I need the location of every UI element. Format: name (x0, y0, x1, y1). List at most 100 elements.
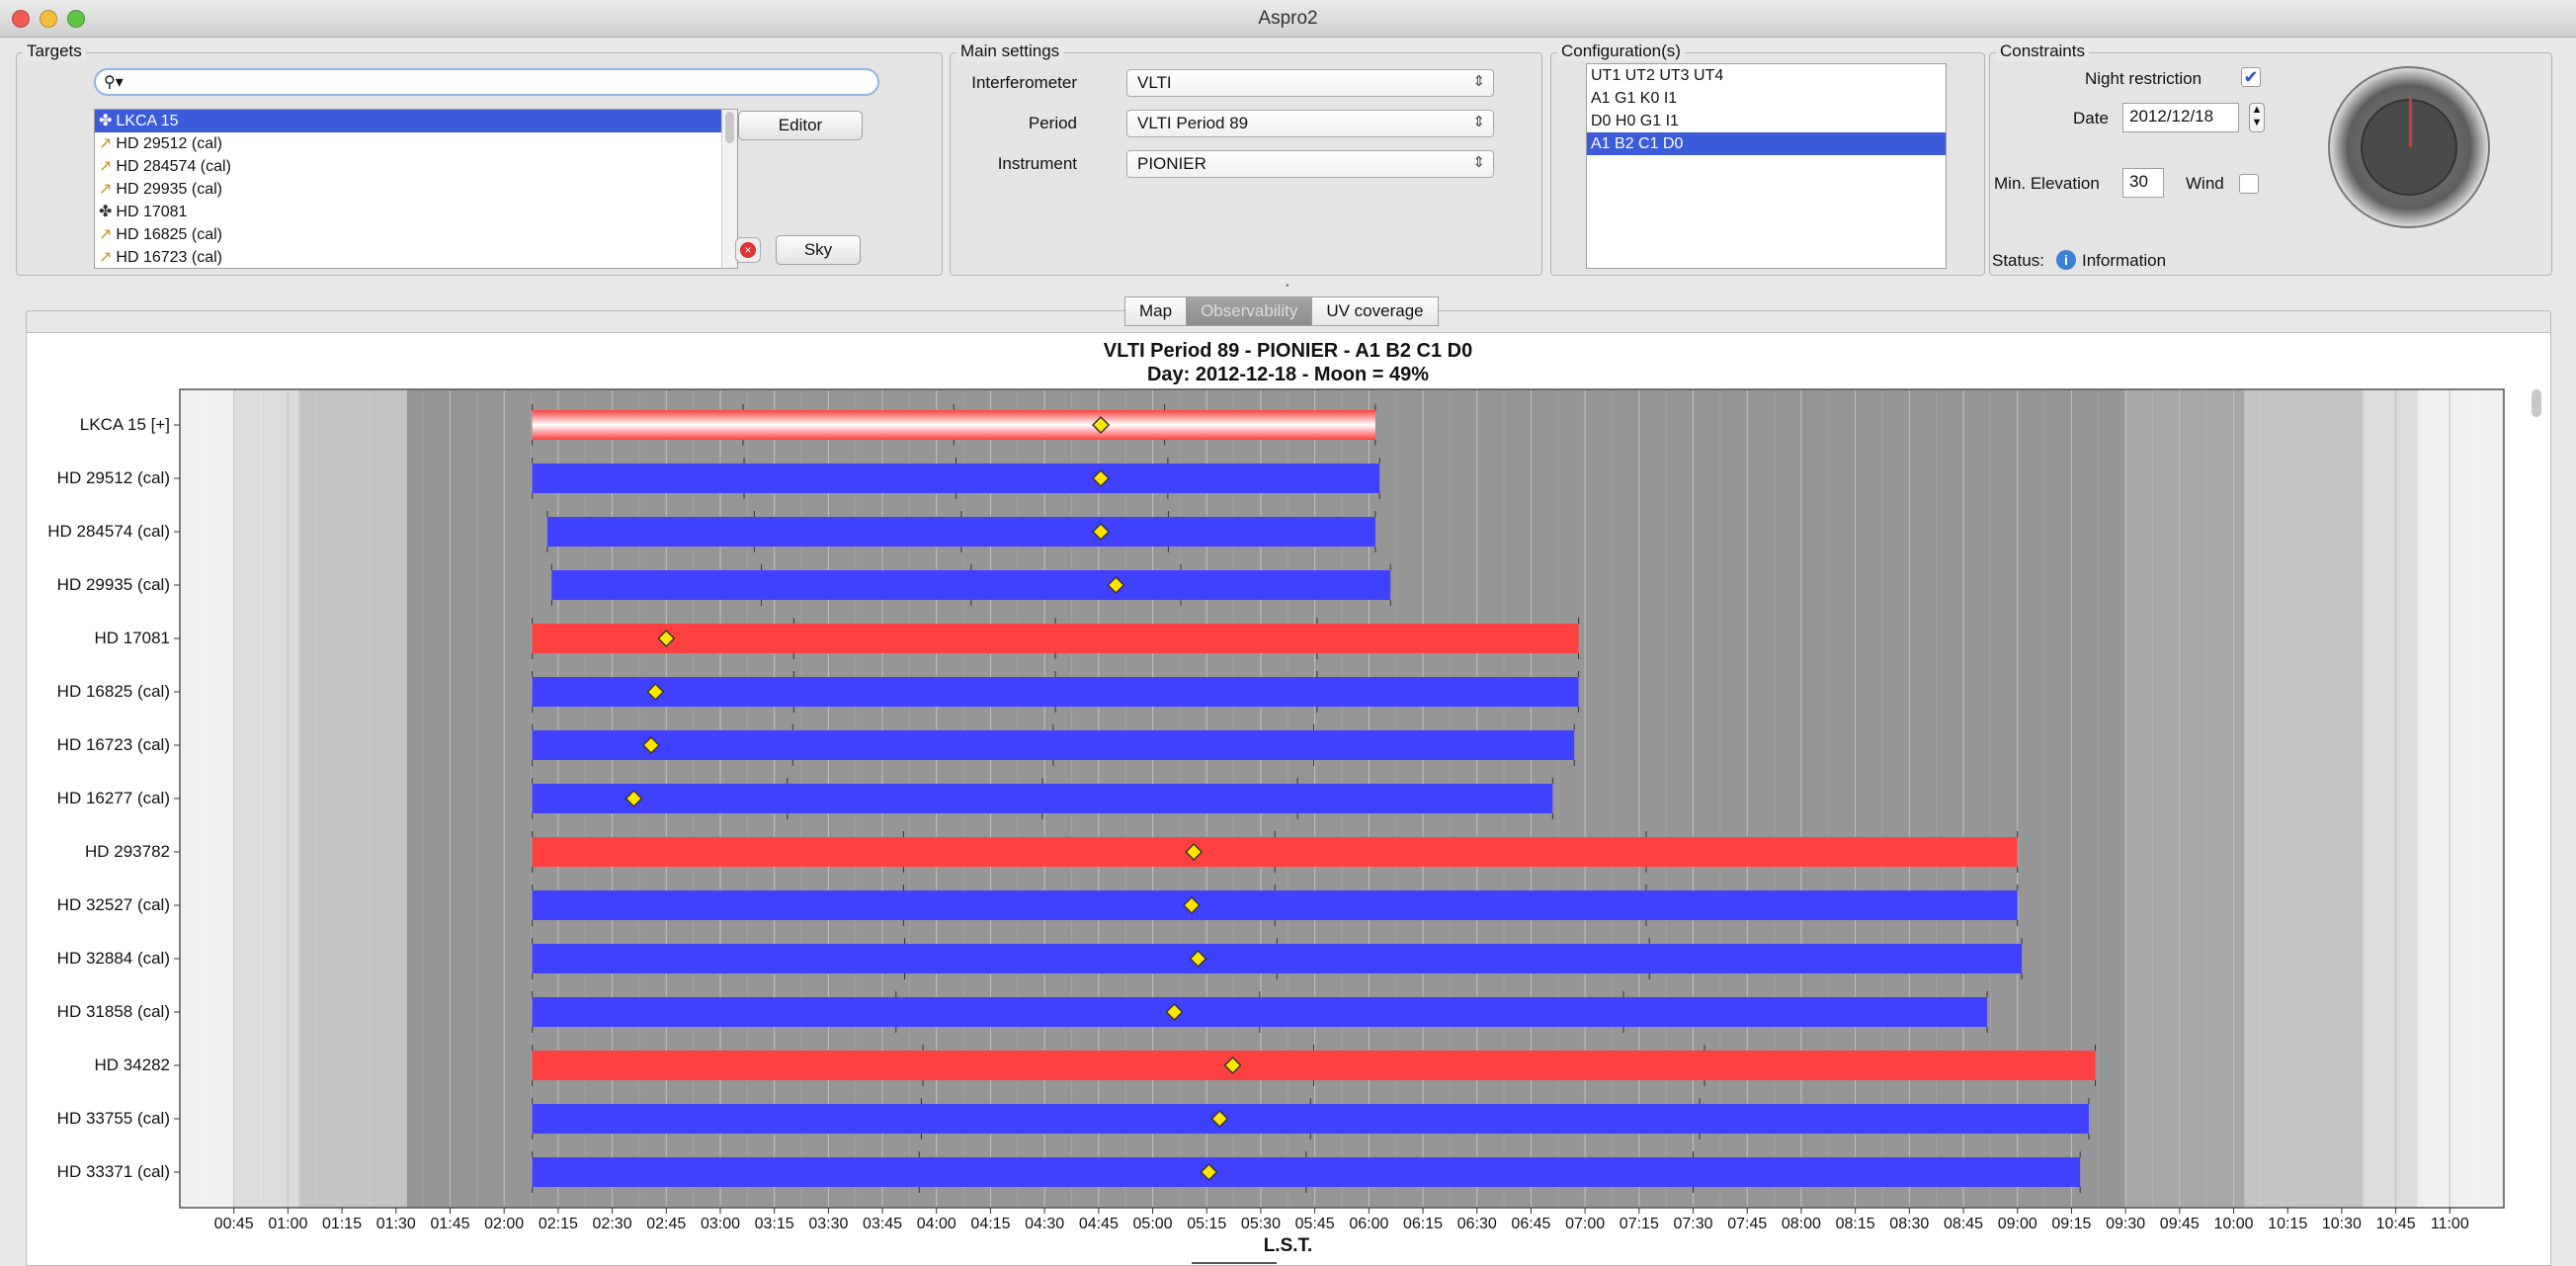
x-tick-label: 05:45 (1294, 1216, 1335, 1232)
observability-bar (532, 837, 2018, 867)
interferometer-value: VLTI (1137, 73, 1172, 92)
constraints-panel: Constraints Night restriction ✔ Date 201… (1989, 42, 2552, 276)
science-target-icon: ✤ (99, 204, 113, 220)
search-input[interactable]: ⚲▾ (94, 68, 879, 96)
night-shading-band (2125, 389, 2245, 1208)
target-list-item[interactable]: ↗ HD 16825 (cal) (95, 223, 737, 246)
calibrator-icon: ↗ (99, 135, 113, 152)
search-icon: ⚲▾ (104, 74, 124, 91)
instrument-label: Instrument (997, 154, 1077, 173)
transit-marker (1091, 468, 1111, 488)
transit-marker (1091, 415, 1111, 435)
window-title: Aspro2 (1258, 8, 1318, 29)
target-name: HD 17081 (116, 204, 188, 220)
x-tick-label: 08:45 (1943, 1216, 1984, 1232)
x-tick-label: 10:15 (2268, 1216, 2308, 1232)
observability-bar (532, 677, 1579, 707)
configurations-list[interactable]: UT1 UT2 UT3 UT4 A1 G1 K0 I1 D0 H0 G1 I1 A1 … (1586, 63, 1947, 269)
editor-button[interactable]: Editor (738, 111, 863, 140)
tab-observability[interactable]: Observability (1186, 296, 1313, 326)
zoom-window-button[interactable] (67, 10, 85, 28)
x-tick-label: 03:45 (863, 1216, 903, 1232)
transit-marker (1223, 1055, 1242, 1075)
targets-list[interactable]: ✤ LKCA 15 ↗ HD 29512 (cal) ↗ HD 284574 (cal) ↗… (94, 109, 738, 269)
night-shading-band (2417, 389, 2504, 1208)
row-label: HD 32527 (cal) (56, 895, 170, 914)
constraints-legend: Constraints (1996, 42, 2089, 61)
splitter-handle[interactable]: • (1286, 281, 1289, 292)
transit-marker (641, 735, 661, 755)
x-tick-label: 08:15 (1835, 1216, 1875, 1232)
status-value: Information (2082, 251, 2167, 270)
configuration-item[interactable]: UT1 UT2 UT3 UT4 (1591, 67, 1724, 84)
transit-marker (1210, 1109, 1229, 1129)
x-tick-label: 08:30 (1889, 1216, 1930, 1232)
tab-uv-coverage[interactable]: UV coverage (1311, 296, 1439, 326)
target-list-item[interactable]: ✤ LKCA 15 (95, 110, 737, 132)
configuration-item[interactable]: A1 G1 K0 I1 (1591, 90, 1678, 107)
x-tick-label: 00:45 (213, 1216, 254, 1232)
observability-bar (532, 784, 1553, 813)
tab-map[interactable]: Map (1124, 296, 1188, 326)
target-name: HD 29512 (cal) (116, 135, 223, 152)
date-stepper[interactable]: ▲ ▼ (2249, 103, 2265, 132)
configuration-item[interactable]: A1 B2 C1 D0 (1587, 132, 1946, 155)
targets-panel: Targets ⚲▾ ✤ LKCA 15 ↗ HD 29512 (cal) ↗ HD 28… (16, 42, 943, 276)
sky-button[interactable]: Sky (776, 235, 861, 265)
night-restriction-checkbox[interactable]: ✔ (2241, 67, 2261, 87)
title-bar: Aspro2 (0, 0, 2576, 38)
x-tick-label: 07:30 (1673, 1216, 1713, 1232)
wind-compass-icon[interactable] (2328, 66, 2490, 228)
min-elevation-label: Min. Elevation (1994, 174, 2100, 193)
observability-bar (532, 997, 1988, 1027)
wind-checkbox[interactable] (2239, 174, 2259, 194)
row-label: HD 16723 (cal) (56, 735, 170, 754)
transit-marker (1107, 575, 1125, 595)
minimize-window-button[interactable] (40, 10, 57, 28)
x-tick-label: 07:45 (1727, 1216, 1768, 1232)
x-tick-label: 03:30 (808, 1216, 849, 1232)
min-elevation-field[interactable]: 30 (2122, 168, 2164, 198)
plot-scrollbar[interactable] (2532, 389, 2541, 417)
observability-bar (532, 410, 1375, 440)
x-tick-label: 01:15 (322, 1216, 363, 1232)
x-tick-label: 06:00 (1349, 1216, 1389, 1232)
updown-icon: ⇕ (1472, 114, 1485, 130)
instrument-value: PIONIER (1137, 154, 1206, 173)
period-label: Period (1028, 114, 1077, 132)
calibrator-icon: ↗ (99, 249, 113, 266)
target-list-item[interactable]: ↗ HD 16723 (cal) (95, 246, 737, 268)
x-tick-label: 11:00 (2430, 1216, 2469, 1232)
x-tick-label: 10:30 (2321, 1216, 2362, 1232)
close-window-button[interactable] (12, 10, 30, 28)
target-list-item[interactable]: ✤ HD 17081 (95, 201, 737, 223)
observability-bar (532, 624, 1579, 653)
row-label: HD 33755 (cal) (56, 1109, 170, 1128)
instrument-select[interactable]: PIONIER ⇕ (1126, 150, 1494, 178)
interferometer-label: Interferometer (971, 73, 1077, 92)
x-tick-label: 05:00 (1132, 1216, 1173, 1232)
x-tick-label: 03:15 (754, 1216, 794, 1232)
chart-subtitle: Day: 2012-12-18 - Moon = 49% (1146, 364, 1430, 385)
night-shading-band (2244, 389, 2364, 1208)
row-label: LKCA 15 [+] (79, 415, 170, 434)
observability-bar (532, 464, 1380, 493)
target-list-item[interactable]: ↗ HD 284574 (cal) (95, 155, 737, 178)
period-select[interactable]: VLTI Period 89 ⇕ (1126, 110, 1494, 137)
row-label: HD 32884 (cal) (56, 949, 170, 968)
x-tick-label: 06:15 (1403, 1216, 1444, 1232)
target-name: HD 16723 (cal) (116, 249, 223, 266)
transit-marker (624, 789, 643, 808)
x-tick-label: 04:45 (1078, 1216, 1119, 1232)
observability-bar (532, 890, 2018, 920)
interferometer-select[interactable]: VLTI ⇕ (1126, 69, 1494, 97)
date-field[interactable]: 2012/12/18 (2122, 103, 2239, 132)
remove-target-button[interactable]: × (735, 237, 761, 263)
observability-bar (551, 570, 1391, 600)
target-list-item[interactable]: ↗ HD 29935 (cal) (95, 178, 737, 201)
period-value: VLTI Period 89 (1137, 114, 1249, 132)
configuration-item[interactable]: D0 H0 G1 I1 (1591, 113, 1679, 129)
targets-list-scrollbar[interactable] (721, 110, 737, 268)
target-list-item[interactable]: ↗ HD 29512 (cal) (95, 132, 737, 155)
observability-bar (546, 517, 1375, 547)
